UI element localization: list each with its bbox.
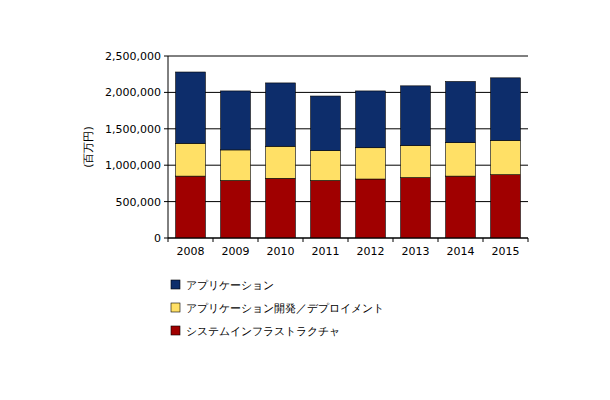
y-tick <box>164 201 168 202</box>
x-tick-label: 2009 <box>222 245 250 258</box>
bar <box>401 86 431 146</box>
bar <box>266 178 296 238</box>
y-tick <box>164 56 168 57</box>
bar <box>176 72 206 143</box>
bars <box>176 72 521 238</box>
y-axis <box>168 56 169 238</box>
y-tick-label: 1,000,000 <box>105 159 161 172</box>
x-tick-label: 2015 <box>492 245 520 258</box>
bar <box>356 91 386 148</box>
legend-swatch <box>171 326 180 335</box>
bar <box>446 81 476 142</box>
x-tick-label: 2010 <box>267 245 295 258</box>
legend-label: アプリケーション <box>186 279 274 292</box>
y-tick-label: 0 <box>154 232 161 245</box>
bar <box>311 151 341 181</box>
x-tick-label: 2014 <box>447 245 475 258</box>
legend-label: アプリケーション開発／デプロイメント <box>186 302 384 315</box>
bar <box>401 178 431 238</box>
y-tick <box>164 238 168 239</box>
bar <box>266 146 296 178</box>
bar <box>176 143 206 176</box>
y-tick-label: 1,500,000 <box>105 123 161 136</box>
x-tick <box>483 238 484 242</box>
bar <box>491 175 521 238</box>
y-tick-label: 2,500,000 <box>105 50 161 63</box>
bar <box>356 179 386 238</box>
x-tick <box>303 238 304 242</box>
bar <box>356 148 386 179</box>
legend-swatch <box>171 303 180 312</box>
legend-label: システムインフラストラクチャ <box>186 325 340 338</box>
x-tick <box>438 238 439 242</box>
x-tick <box>348 238 349 242</box>
bar <box>221 91 251 150</box>
y-tick-label: 500,000 <box>116 196 162 209</box>
bar <box>176 176 206 238</box>
x-tick <box>213 238 214 242</box>
x-tick-label: 2012 <box>357 245 385 258</box>
bar <box>221 150 251 181</box>
chart: 0 500,000 1,000,000 1,500,000 2,000,000 2,500… <box>0 0 610 400</box>
y-tick <box>164 92 168 93</box>
x-tick-label: 2011 <box>312 245 340 258</box>
y-tick-label: 2,000,000 <box>105 86 161 99</box>
bar <box>491 78 521 141</box>
bar <box>266 83 296 146</box>
grid-line <box>168 56 528 57</box>
bar <box>221 180 251 238</box>
x-tick <box>258 238 259 242</box>
bar <box>311 180 341 238</box>
x-tick <box>168 238 169 242</box>
x-tick-label: 2013 <box>402 245 430 258</box>
bar <box>311 96 341 151</box>
bar <box>446 143 476 176</box>
x-tick <box>528 238 529 242</box>
x-tick-label: 2008 <box>177 245 205 258</box>
bar <box>401 146 431 178</box>
bar <box>446 176 476 238</box>
y-tick <box>164 165 168 166</box>
y-tick <box>164 128 168 129</box>
y-axis-title: (百万円) <box>82 126 95 168</box>
bar <box>491 140 521 174</box>
legend-swatch <box>171 280 180 289</box>
x-tick <box>393 238 394 242</box>
